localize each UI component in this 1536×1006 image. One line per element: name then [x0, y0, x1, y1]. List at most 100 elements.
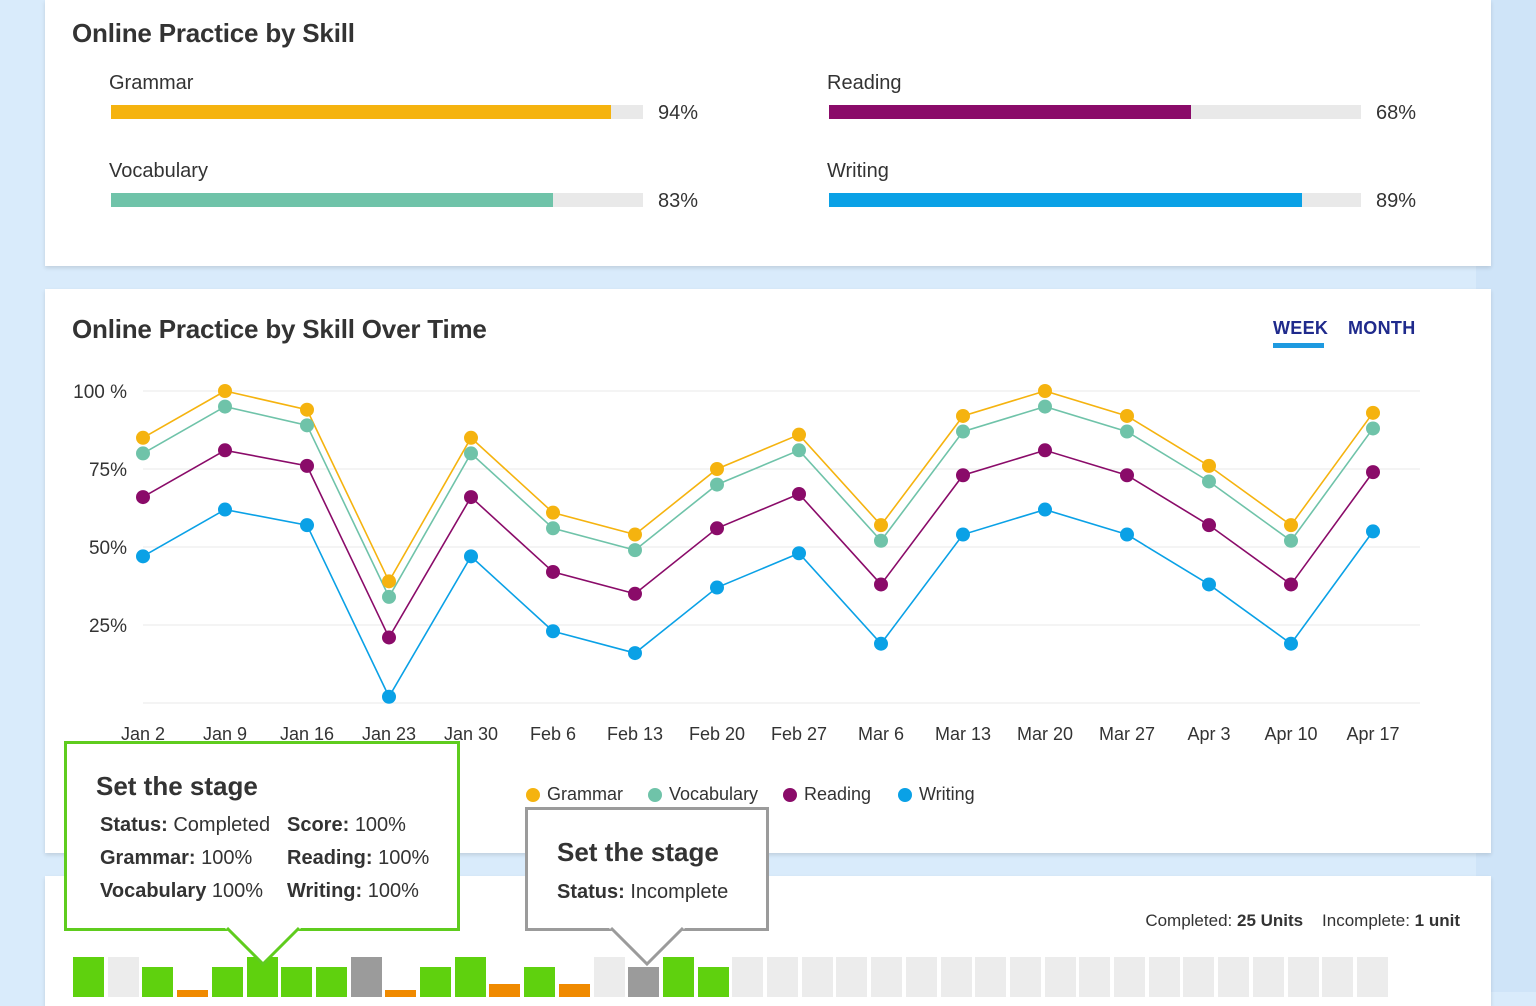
tooltip-vocabulary: Vocabulary 100% — [100, 880, 263, 903]
unit-cell-orange[interactable] — [489, 984, 520, 997]
tooltip-score-value: 100% — [354, 814, 406, 836]
unit-cell-empty[interactable] — [1045, 957, 1076, 997]
unit-cell-empty[interactable] — [767, 957, 798, 997]
tab-week-active-indicator — [1273, 343, 1324, 348]
legend-item-reading: Reading — [783, 784, 871, 805]
unit-cell-empty[interactable] — [836, 957, 867, 997]
unit-cell-complete[interactable] — [316, 967, 347, 997]
unit-cell-empty[interactable] — [1183, 957, 1214, 997]
unit-cell-empty[interactable] — [802, 957, 833, 997]
skill-percent-vocabulary: 83% — [658, 190, 699, 212]
tooltip-completed-pointer — [225, 926, 301, 967]
unit-cell-empty[interactable] — [108, 957, 139, 997]
tooltip-score: Score: 100% — [287, 814, 406, 837]
skill-label-grammar: Grammar — [109, 72, 194, 94]
unit-cell-complete[interactable] — [142, 967, 173, 997]
tooltip-grammar: Grammar: 100% — [100, 847, 252, 870]
progress-bar-reading — [829, 105, 1361, 119]
progress-fill-writing — [829, 193, 1303, 207]
unit-tooltip-completed: Set the stage Status: Completed Score: 1… — [64, 741, 460, 931]
unit-cell-complete[interactable] — [663, 957, 694, 997]
tooltip-reading-label: Reading: — [287, 847, 373, 869]
tab-week[interactable]: WEEK — [1273, 318, 1329, 338]
legend-label-grammar: Grammar — [547, 784, 623, 804]
unit-cell-empty[interactable] — [1218, 957, 1249, 997]
unit-cell-empty[interactable] — [941, 957, 972, 997]
legend-dot-vocabulary — [648, 787, 662, 802]
tooltip-incomplete-title: Set the stage — [557, 837, 719, 867]
unit-cell-empty[interactable] — [1114, 957, 1145, 997]
tooltip-vocabulary-value: 100% — [211, 880, 264, 902]
unit-cell-empty[interactable] — [1149, 957, 1180, 997]
tooltip-incomplete-pointer — [609, 926, 685, 967]
incomplete-label: Incomplete: — [1322, 911, 1410, 930]
tooltip-incomplete-status-label: Status: — [557, 881, 625, 903]
legend-item-writing: Writing — [898, 784, 975, 805]
skill-label-reading: Reading — [827, 72, 902, 94]
tooltip-completed-title: Set the stage — [96, 771, 258, 801]
unit-cell-incomplete[interactable] — [351, 957, 382, 997]
progress-fill-vocabulary — [111, 193, 553, 207]
unit-cell-empty[interactable] — [1288, 957, 1319, 997]
skills-card-title: Online Practice by Skill — [72, 18, 355, 48]
incomplete-value: 1 unit — [1414, 911, 1460, 930]
tooltip-writing-value: 100% — [367, 880, 419, 902]
tooltip-score-label: Score: — [287, 814, 350, 836]
progress-fill-reading — [829, 105, 1191, 119]
unit-cell-empty[interactable] — [594, 957, 625, 997]
unit-cell-empty[interactable] — [975, 957, 1006, 997]
skill-percent-reading: 68% — [1376, 102, 1417, 124]
unit-cell-complete[interactable] — [281, 967, 312, 997]
tooltip-status: Status: Completed — [100, 814, 270, 837]
completed-value: 25 Units — [1236, 911, 1304, 930]
legend-item-grammar: Grammar — [526, 784, 623, 805]
tooltip-writing: Writing: 100% — [287, 880, 419, 903]
unit-cell-empty[interactable] — [1010, 957, 1041, 997]
unit-cell-complete[interactable] — [420, 967, 451, 997]
progress-bar-vocabulary — [111, 193, 643, 207]
legend-label-vocabulary: Vocabulary — [669, 784, 759, 804]
unit-cell-orange[interactable] — [177, 990, 208, 997]
tooltip-reading: Reading: 100% — [287, 847, 429, 870]
skill-percent-writing: 89% — [1376, 190, 1417, 212]
progress-bar-writing — [829, 193, 1361, 207]
unit-cell-empty[interactable] — [906, 957, 937, 997]
unit-cell-complete[interactable] — [73, 957, 104, 997]
legend-item-vocabulary: Vocabulary — [648, 784, 758, 805]
unit-cell-complete[interactable] — [455, 957, 486, 997]
tooltip-grammar-value: 100% — [201, 847, 253, 869]
unit-cell-complete[interactable] — [698, 967, 729, 997]
skills-card: Online Practice by Skill Grammar 94% Rea… — [45, 0, 1491, 266]
legend-dot-grammar — [526, 787, 540, 802]
tooltip-reading-value: 100% — [378, 847, 430, 869]
unit-cell-empty[interactable] — [1322, 957, 1353, 997]
skill-label-writing: Writing — [827, 160, 889, 182]
unit-cell-orange[interactable] — [559, 984, 590, 997]
over-time-card-title: Online Practice by Skill Over Time — [72, 314, 487, 344]
completed-label: Completed: — [1145, 911, 1233, 930]
unit-cell-empty[interactable] — [1357, 957, 1388, 997]
tooltip-status-value: Completed — [173, 814, 271, 836]
tooltip-vocabulary-label: Vocabulary — [100, 880, 207, 902]
unit-cell-empty[interactable] — [871, 957, 902, 997]
unit-cell-complete[interactable] — [524, 967, 555, 997]
unit-cell-orange[interactable] — [385, 990, 416, 997]
tooltip-writing-label: Writing: — [287, 880, 363, 902]
tooltip-grammar-label: Grammar: — [100, 847, 196, 869]
unit-cell-empty[interactable] — [732, 957, 763, 997]
units-summary: Completed: 25 Units Incomplete: 1 unit — [1145, 911, 1460, 931]
unit-cell-incomplete[interactable] — [628, 967, 659, 997]
tooltip-incomplete-status-value: Incomplete — [630, 881, 729, 903]
tab-month[interactable]: MONTH — [1348, 318, 1416, 338]
legend-dot-reading — [783, 787, 797, 802]
unit-cell-empty[interactable] — [1079, 957, 1110, 997]
skill-label-vocabulary: Vocabulary — [109, 160, 208, 182]
legend-label-reading: Reading — [804, 784, 872, 804]
progress-bar-grammar — [111, 105, 643, 119]
legend-dot-writing — [898, 787, 912, 802]
unit-cell-complete[interactable] — [212, 967, 243, 997]
tooltip-incomplete-status: Status: Incomplete — [557, 881, 728, 904]
legend-label-writing: Writing — [919, 784, 975, 804]
progress-fill-grammar — [111, 105, 612, 119]
unit-cell-empty[interactable] — [1253, 957, 1284, 997]
